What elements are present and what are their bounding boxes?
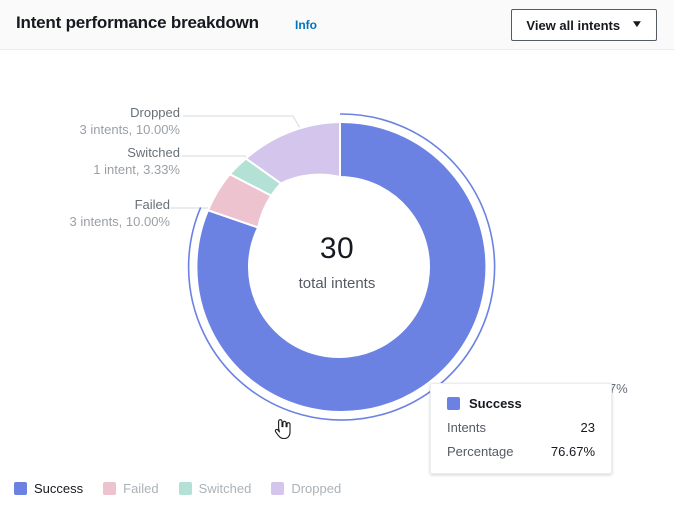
tooltip-intents-value: 23 [580, 420, 595, 435]
chevron-down-icon: ▼ [630, 19, 644, 30]
chart-legend: Success Failed Switched Dropped [14, 481, 341, 496]
legend-label-switched: Switched [198, 481, 252, 496]
view-all-intents-button[interactable]: View all intents ▼ [511, 9, 657, 41]
callout-failed-value: 3 intents, 10.00% [69, 213, 170, 229]
donut-chart: 30 total intents Dropped 3 intents, 10.0… [0, 50, 674, 508]
legend-item-failed[interactable]: Failed [103, 481, 159, 496]
tooltip-row-intents: Intents 23 [447, 420, 595, 435]
slice-dropped[interactable] [244, 120, 341, 185]
info-link[interactable]: Info [295, 18, 317, 32]
callout-switched-value: 1 intent, 3.33% [93, 161, 180, 177]
panel-header: Intent performance breakdown Info View a… [0, 0, 674, 50]
callout-switched-name: Switched [127, 145, 180, 160]
slice-hover-outline [187, 113, 496, 421]
slice-success[interactable] [195, 120, 488, 413]
callout-failed: Failed 3 intents, 10.00% [70, 197, 170, 230]
page-title: Intent performance breakdown [16, 13, 259, 32]
donut-chart-svg [170, 113, 496, 421]
legend-item-switched[interactable]: Switched [178, 481, 252, 496]
callout-dropped: Dropped 3 intents, 10.00% [80, 105, 180, 138]
callout-dropped-name: Dropped [130, 105, 180, 120]
legend-swatch-switched [178, 482, 192, 495]
tooltip-header: Success [447, 396, 595, 411]
donut-slices [195, 120, 488, 413]
legend-swatch-failed [103, 482, 117, 495]
tooltip-color-swatch [447, 397, 460, 410]
callout-failed-name: Failed [134, 197, 170, 212]
tooltip-row-percentage: Percentage 76.67% [447, 444, 595, 459]
total-intents-value: 30 [319, 232, 355, 265]
legend-item-dropped[interactable]: Dropped [271, 481, 341, 496]
total-intents-caption: total intents [298, 275, 376, 292]
tooltip-title: Success [469, 396, 522, 411]
legend-swatch-success [14, 482, 27, 495]
view-all-intents-label: View all intents [526, 17, 621, 33]
callout-dropped-value: 3 intents, 10.00% [79, 121, 180, 137]
leader-line-dropped [183, 115, 301, 129]
tooltip-percentage-value: 76.67% [550, 444, 595, 459]
legend-label-success: Success [34, 481, 84, 496]
slice-tooltip: Success Intents 23 Percentage 76.67% [430, 383, 612, 474]
legend-label-failed: Failed [123, 481, 159, 496]
tooltip-percentage-key: Percentage [447, 444, 514, 459]
callout-switched: Switched 1 intent, 3.33% [93, 145, 180, 178]
legend-swatch-dropped [271, 482, 285, 495]
legend-label-dropped: Dropped [291, 481, 342, 496]
legend-item-success[interactable]: Success [14, 481, 83, 496]
tooltip-intents-key: Intents [447, 420, 487, 435]
